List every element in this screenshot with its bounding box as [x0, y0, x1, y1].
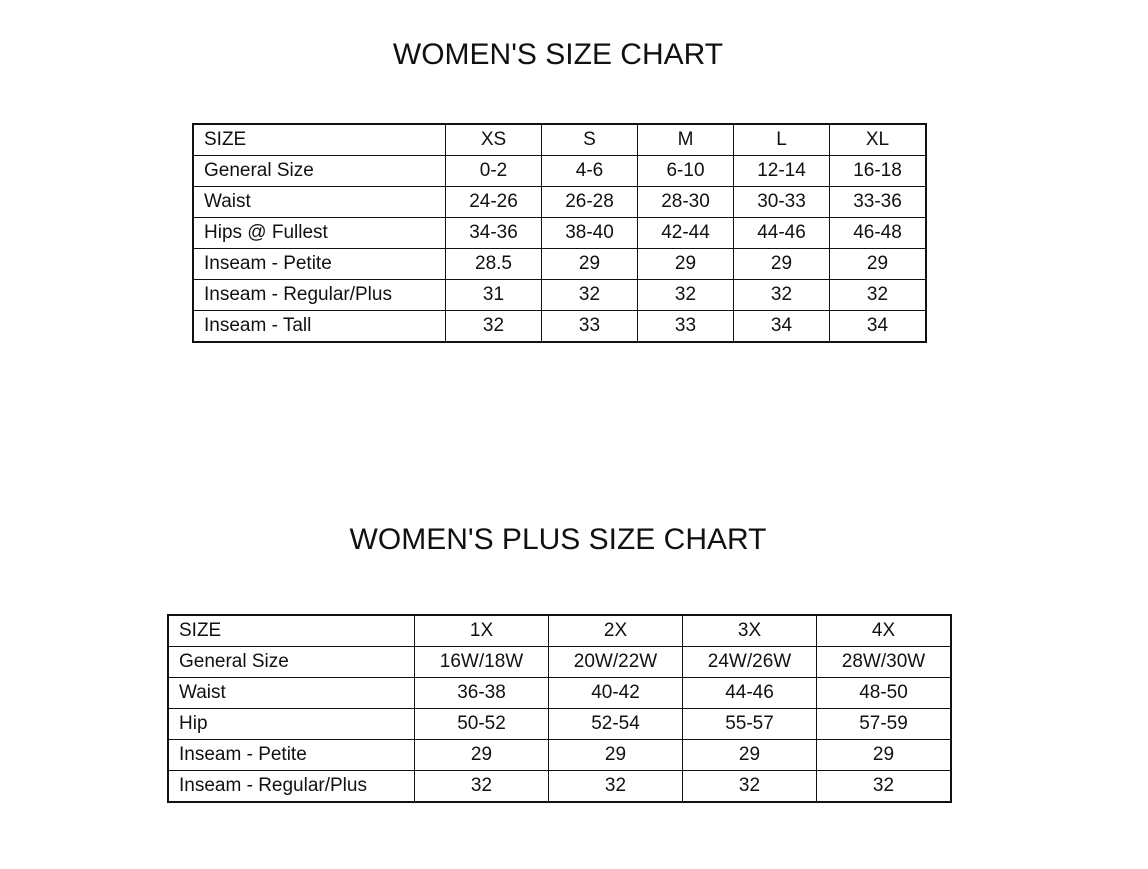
womens-plus-size-table: SIZE 1X 2X 3X 4X General Size 16W/18W 20W/22W 24…: [167, 614, 952, 803]
table-row: Inseam - Tall 32 33 33 34 34: [192, 310, 927, 343]
row-label: Inseam - Tall: [192, 310, 446, 343]
table-cell: 20W/22W: [548, 646, 683, 678]
table-cell: 44-46: [733, 217, 830, 249]
table-cell: 29: [414, 739, 549, 771]
row-label: Hips @ Fullest: [192, 217, 446, 249]
table-row: Inseam - Regular/Plus 32 32 32 32: [167, 770, 952, 803]
table-cell: 29: [637, 248, 734, 280]
table-cell: 32: [829, 279, 927, 311]
table-row: Inseam - Regular/Plus 31 32 32 32 32: [192, 279, 927, 311]
table-cell: 55-57: [682, 708, 817, 740]
table-cell: 28.5: [445, 248, 542, 280]
size-header-cell: M: [637, 123, 734, 156]
row-label: Waist: [192, 186, 446, 218]
table-header-row: SIZE XS S M L XL: [192, 123, 927, 156]
row-label: Inseam - Petite: [167, 739, 415, 771]
table-cell: 12-14: [733, 155, 830, 187]
table-cell: 34-36: [445, 217, 542, 249]
table-cell: 32: [541, 279, 638, 311]
row-label: General Size: [167, 646, 415, 678]
table-cell: 32: [816, 770, 952, 803]
table-cell: 16W/18W: [414, 646, 549, 678]
table-cell: 29: [682, 739, 817, 771]
table-cell: 29: [733, 248, 830, 280]
row-label: Hip: [167, 708, 415, 740]
table-cell: 38-40: [541, 217, 638, 249]
table-cell: 29: [541, 248, 638, 280]
table-cell: 44-46: [682, 677, 817, 709]
table-cell: 30-33: [733, 186, 830, 218]
row-label: Inseam - Regular/Plus: [167, 770, 415, 803]
size-header-cell: 4X: [816, 614, 952, 647]
table-cell: 57-59: [816, 708, 952, 740]
table-cell: 46-48: [829, 217, 927, 249]
table-cell: 16-18: [829, 155, 927, 187]
womens-size-chart-title: WOMEN'S SIZE CHART: [392, 38, 724, 71]
table-cell: 32: [682, 770, 817, 803]
row-label: Inseam - Regular/Plus: [192, 279, 446, 311]
row-label: Waist: [167, 677, 415, 709]
table-cell: 28W/30W: [816, 646, 952, 678]
size-header-cell: 1X: [414, 614, 549, 647]
table-row: Waist 36-38 40-42 44-46 48-50: [167, 677, 952, 709]
size-header-cell: S: [541, 123, 638, 156]
table-cell: 32: [548, 770, 683, 803]
size-header-cell: L: [733, 123, 830, 156]
table-row: Hip 50-52 52-54 55-57 57-59: [167, 708, 952, 740]
row-label: General Size: [192, 155, 446, 187]
table-cell: 33: [637, 310, 734, 343]
table-cell: 28-30: [637, 186, 734, 218]
size-header-cell: XS: [445, 123, 542, 156]
table-cell: 50-52: [414, 708, 549, 740]
table-cell: 33: [541, 310, 638, 343]
table-row: General Size 16W/18W 20W/22W 24W/26W 28W/30W: [167, 646, 952, 678]
table-cell: 33-36: [829, 186, 927, 218]
row-label: SIZE: [192, 123, 446, 156]
table-cell: 26-28: [541, 186, 638, 218]
table-cell: 32: [637, 279, 734, 311]
size-header-cell: 2X: [548, 614, 683, 647]
table-cell: 32: [414, 770, 549, 803]
table-cell: 34: [829, 310, 927, 343]
table-cell: 29: [548, 739, 683, 771]
size-header-cell: XL: [829, 123, 927, 156]
table-cell: 31: [445, 279, 542, 311]
womens-size-table: SIZE XS S M L XL General Size 0-2 4-6 6-10 12-14 16…: [192, 123, 927, 343]
table-row: General Size 0-2 4-6 6-10 12-14 16-18: [192, 155, 927, 187]
table-cell: 40-42: [548, 677, 683, 709]
womens-plus-size-chart-title: WOMEN'S PLUS SIZE CHART: [349, 523, 767, 556]
row-label: Inseam - Petite: [192, 248, 446, 280]
table-cell: 29: [829, 248, 927, 280]
table-cell: 42-44: [637, 217, 734, 249]
table-header-row: SIZE 1X 2X 3X 4X: [167, 614, 952, 647]
table-row: Inseam - Petite 28.5 29 29 29 29: [192, 248, 927, 280]
table-row: Waist 24-26 26-28 28-30 30-33 33-36: [192, 186, 927, 218]
row-label: SIZE: [167, 614, 415, 647]
table-cell: 29: [816, 739, 952, 771]
table-cell: 4-6: [541, 155, 638, 187]
table-cell: 34: [733, 310, 830, 343]
table-cell: 48-50: [816, 677, 952, 709]
table-cell: 0-2: [445, 155, 542, 187]
table-cell: 6-10: [637, 155, 734, 187]
size-header-cell: 3X: [682, 614, 817, 647]
table-cell: 32: [733, 279, 830, 311]
table-cell: 24-26: [445, 186, 542, 218]
table-row: Inseam - Petite 29 29 29 29: [167, 739, 952, 771]
table-cell: 32: [445, 310, 542, 343]
table-cell: 36-38: [414, 677, 549, 709]
table-row: Hips @ Fullest 34-36 38-40 42-44 44-46 46-48: [192, 217, 927, 249]
table-cell: 52-54: [548, 708, 683, 740]
table-cell: 24W/26W: [682, 646, 817, 678]
